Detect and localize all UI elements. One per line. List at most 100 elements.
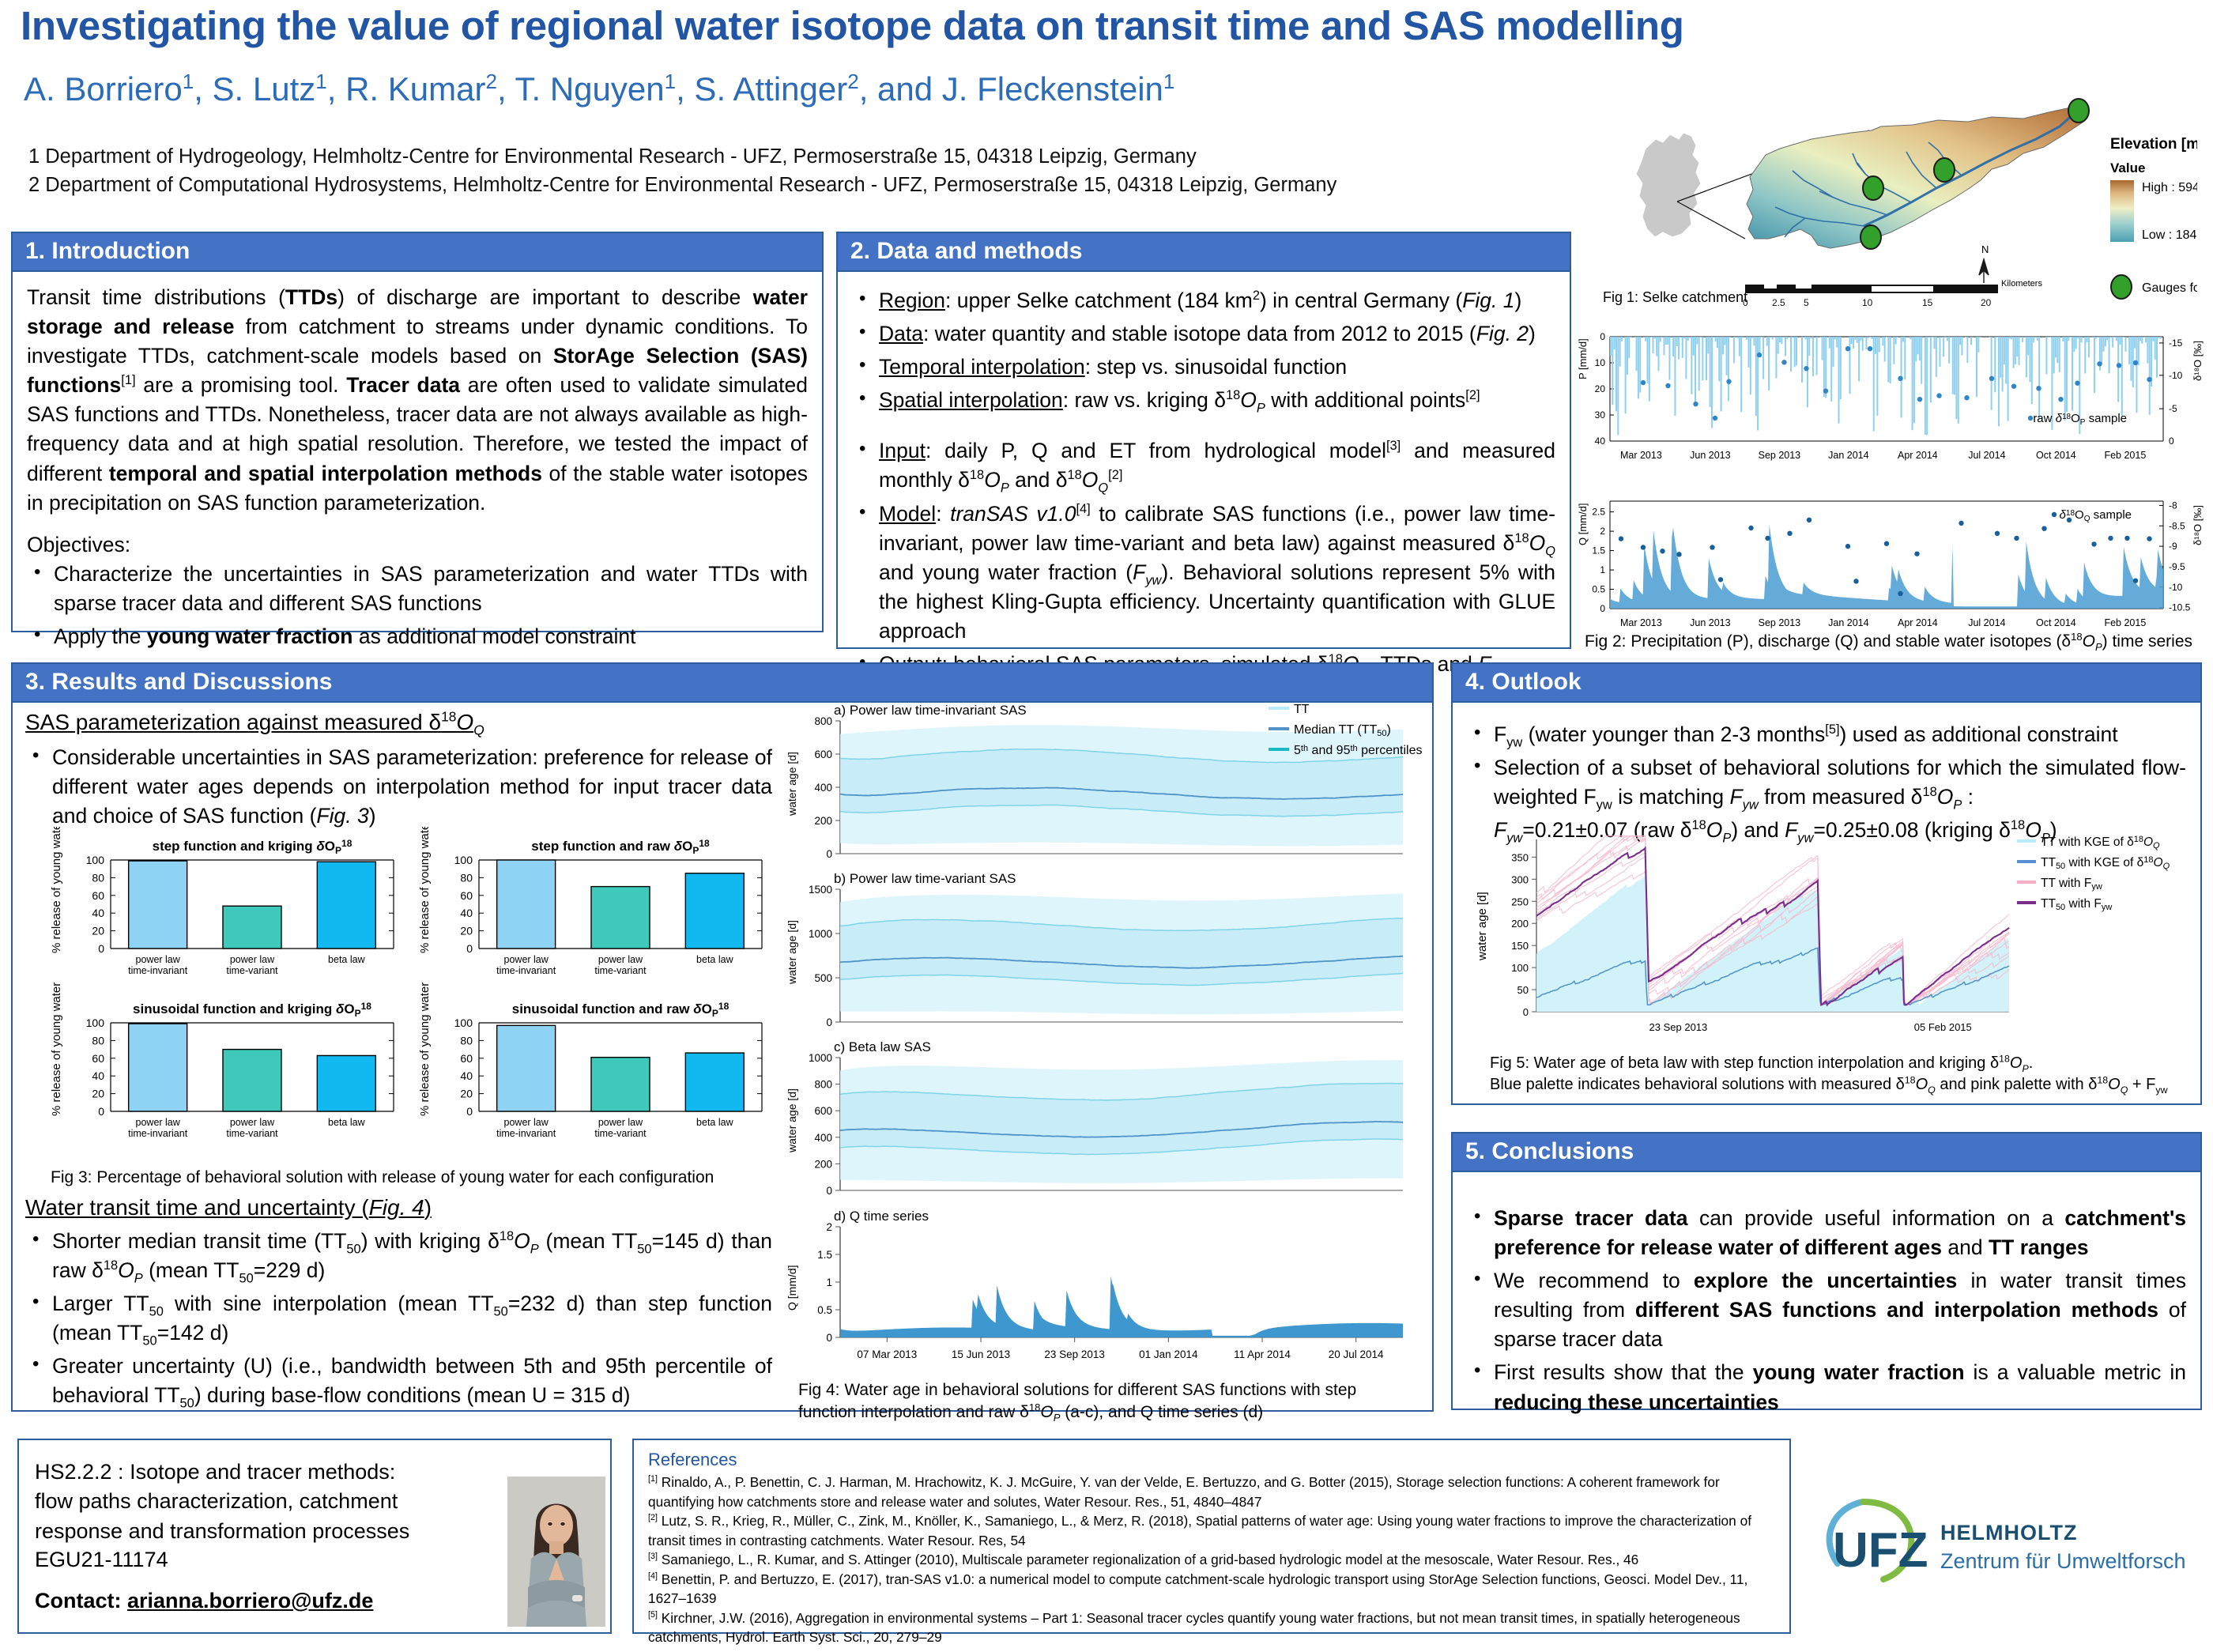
x-tick-label: Jan 2014 — [1828, 617, 1868, 628]
results-left-column: SAS parameterization against measured δ1… — [25, 710, 772, 835]
y-tick-label: 80 — [92, 1034, 104, 1047]
fig5-legend: TT with KGE of δ18OQ TT50 with KGE of δ18… — [2017, 835, 2170, 912]
legend-label: 5th and 95th percentiles — [1294, 744, 1423, 757]
y-tick-label: 600 — [814, 1105, 832, 1117]
y-tick-label: 0.5 — [817, 1304, 832, 1316]
bar-chart-fig3-b: step function and raw δOP18 0 20 40 60 80 100%… — [418, 820, 763, 976]
fig2-caption: Fig 2: Precipitation (P), discharge (Q) … — [1585, 631, 2192, 654]
isotope-sample-point — [2091, 541, 2097, 547]
gauge-legend-icon — [2110, 274, 2132, 300]
bar-category-label: power law — [230, 1117, 275, 1128]
legend-label: TT50 with Fyw — [2041, 897, 2112, 912]
fig4-panel-title: a) Power law time-invariant SAS — [834, 703, 1027, 718]
fig2-legend-p: raw δ18OP sample — [2033, 412, 2127, 427]
contact-label: Contact: — [35, 1589, 122, 1612]
ufz-line2: Zentrum für Umweltforschung — [1940, 1549, 2185, 1573]
section3-heading: 3. Results and Discussions — [13, 664, 1432, 703]
y-axis-label: % release of young water — [50, 983, 63, 1116]
fig4-panels: a) Power law time-invariant SAS 0 200 400 60… — [779, 696, 1423, 1379]
y-tick-label: 1000 — [809, 1052, 832, 1064]
list-item: Larger TT50 with sine interpolation (mea… — [25, 1288, 772, 1348]
isotope-sample-point — [1717, 577, 1724, 583]
fig5-caption-line2: Blue palette indicates behavioral soluti… — [1490, 1074, 2168, 1096]
y-tick-label: 100 — [454, 854, 473, 866]
y-axis-label: Q [mm/d] — [786, 1265, 798, 1311]
north-arrow-icon: N — [1978, 243, 1989, 283]
bar-category-label: power law — [136, 1117, 181, 1128]
references-heading: References — [648, 1450, 737, 1469]
section4-heading: 4. Outlook — [1453, 664, 2200, 703]
isotope-sample-point — [1845, 345, 1851, 352]
legend-label: Median TT (TT50) — [1294, 723, 1391, 738]
isotope-sample-point — [1989, 375, 1995, 381]
y2-tick-label: -9 — [2169, 541, 2177, 552]
y-tick-label: 40 — [92, 1069, 104, 1082]
y-tick-label: 0 — [1600, 603, 1605, 614]
svg-text:5: 5 — [1804, 297, 1809, 308]
y2-axis-label: δ¹⁸O [‰] — [2192, 505, 2204, 545]
y2-tick-label: -9.5 — [2169, 561, 2185, 572]
isotope-sample-point — [1640, 379, 1646, 386]
list-item: Characterize the uncertainties in SAS pa… — [27, 559, 808, 618]
y-axis-label: water age [d] — [786, 752, 798, 817]
references-list: [1] Rinaldo, A., P. Benettin, C. J. Harm… — [648, 1473, 1777, 1647]
y-tick-label: 1 — [1600, 564, 1605, 575]
y-axis-label: P [mm/d] — [1577, 338, 1589, 379]
list-item: Temporal interpolation: step vs. sinusoi… — [852, 352, 1555, 382]
fig2-discharge-panel: 0 0.5 1 1.5 2 2.5 -8 -8.5 -9 -9.5 -10 -10.5 Mar 2013… — [1577, 500, 2204, 628]
legend-subtitle: Value — [2110, 160, 2145, 175]
tt-fyw-line — [1536, 836, 2010, 1006]
methods-list-bottom: Input: daily P, Q and ET from hydrologic… — [852, 436, 1555, 679]
bar-category-label: beta law — [696, 954, 734, 965]
north-label: N — [1981, 243, 1989, 255]
ufz-mark: UFZ — [1833, 1523, 1928, 1578]
isotope-sample-point — [1756, 352, 1762, 358]
author-photo — [507, 1477, 605, 1627]
y-tick-label: 0 — [98, 1105, 104, 1118]
y-tick-label: 100 — [86, 1016, 105, 1029]
fig4-panel-2: c) Beta law SAS 0 200 400 600 800 1000 water ag… — [786, 1039, 1404, 1197]
bar — [684, 1052, 745, 1112]
fig2-timeseries: 0 10 20 30 40 -15 -10 -5 0 Mar 2013 Jun 2013 Sep 20… — [1577, 322, 2209, 658]
x-tick-label: Sep 2013 — [1759, 617, 1801, 628]
isotope-sample-point — [1726, 379, 1732, 384]
affiliation-1: 1 Department of Hydrogeology, Helmholtz-… — [28, 145, 1197, 168]
y-axis-label: water age [d] — [786, 1088, 798, 1153]
y-tick-label: 200 — [1511, 918, 1529, 930]
fig3-svg: step function and kriging δOP18 0 20 40 60 80… — [50, 820, 763, 1139]
y-tick-label: 40 — [460, 907, 473, 919]
x-tick-label: 05 Feb 2015 — [1914, 1021, 1972, 1033]
tt-fyw-line — [1536, 835, 2010, 1005]
x-tick-label: Jan 2014 — [1828, 450, 1868, 461]
ufz-logo: UFZ HELMHOLTZ Zentrum für Umweltforschun… — [1814, 1494, 2213, 1593]
section1-heading: 1. Introduction — [13, 233, 822, 272]
bar — [316, 1054, 377, 1112]
list-item: Data: water quantity and stable isotope … — [852, 319, 1555, 349]
bar — [222, 905, 282, 949]
contact-email-link[interactable]: arianna.borriero@ufz.de — [127, 1589, 374, 1612]
y-tick-label: 1.5 — [1592, 545, 1605, 556]
ufz-line1: HELMHOLTZ — [1940, 1521, 2077, 1545]
legend-label: TT with Fyw — [2041, 877, 2102, 892]
reference-item: [3] Samaniego, L., R. Kumar, and S. Atti… — [648, 1552, 1639, 1568]
abstract-id: EGU21-11174 — [35, 1547, 168, 1571]
objectives-list: Characterize the uncertainties in SAS pa… — [27, 559, 808, 651]
results-subheading-2: Water transit time and uncertainty (Fig.… — [25, 1195, 432, 1220]
y-tick-label: 0 — [466, 942, 473, 955]
y-tick-label: 250 — [1511, 896, 1529, 907]
isotope-sample-point — [2014, 535, 2019, 541]
percentile-5-line — [839, 1138, 1404, 1156]
isotope-sample-point — [2116, 363, 2122, 368]
x-tick-label: Jun 2013 — [1690, 450, 1730, 461]
x-tick-label: Feb 2015 — [2104, 617, 2146, 628]
fig2-legend-q: δ18OQ sample — [2060, 508, 2132, 523]
isotope-sample-point — [1765, 535, 1770, 541]
fig3-caption: Fig 3: Percentage of behavioral solution… — [51, 1168, 714, 1186]
y2-tick-label: -8.5 — [2169, 520, 2185, 531]
bar — [127, 860, 188, 949]
author-photo-svg — [507, 1477, 605, 1627]
y-tick-label: 30 — [1595, 409, 1606, 421]
tt-inner-band — [840, 1083, 1403, 1155]
